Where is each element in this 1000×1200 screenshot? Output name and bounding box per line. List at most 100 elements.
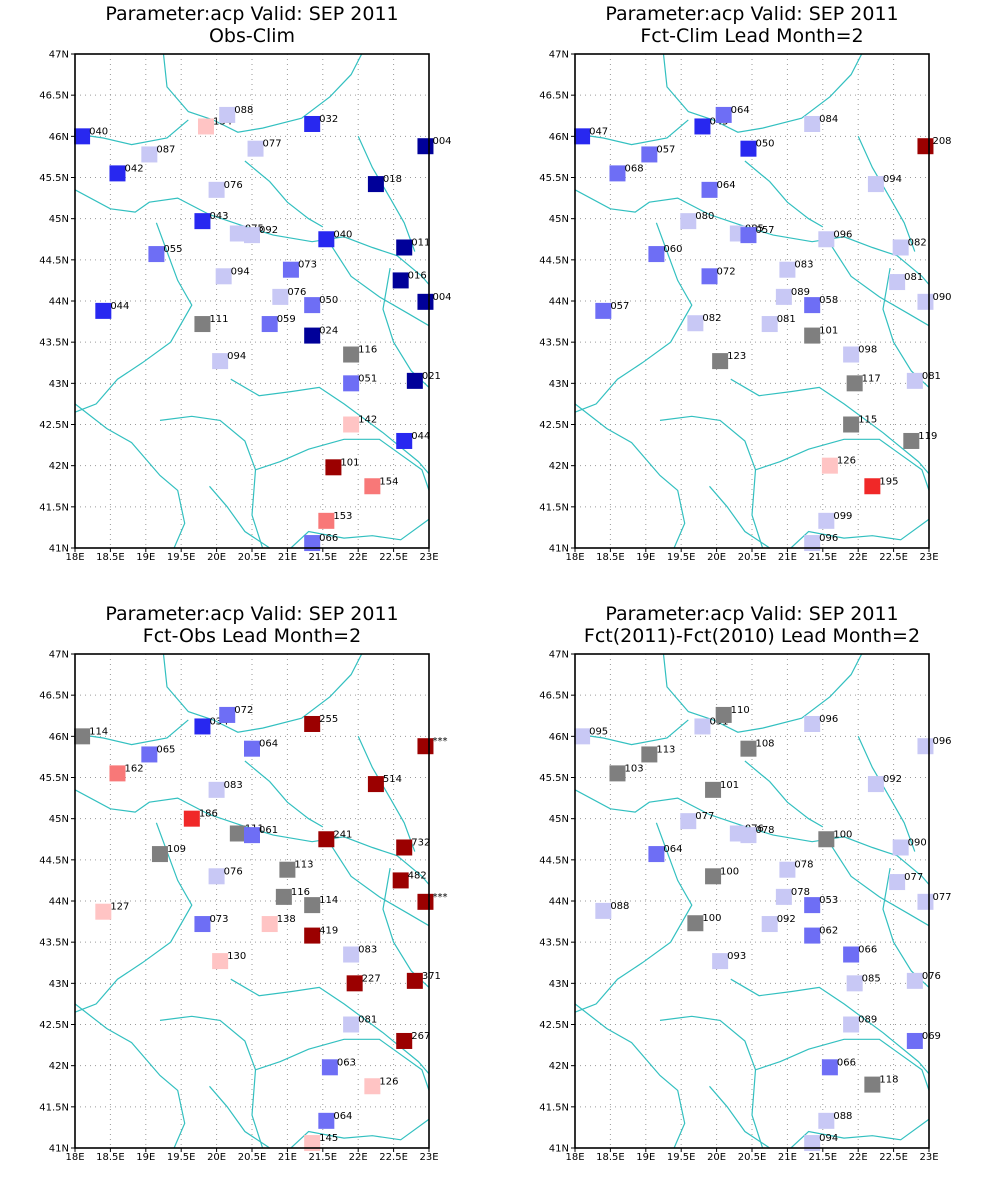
coastline [575,403,686,548]
station-value: 018 [383,174,402,185]
station-marker [109,165,126,182]
lat-tick-label: 44.5N [39,255,69,266]
station-value: 241 [333,829,352,840]
lon-tick-label: 19.5E [167,552,196,563]
lon-tick-label: 19.5E [167,1152,196,1163]
station-marker [396,239,413,256]
lat-tick-label: 45N [49,214,69,225]
station-value: 100 [702,913,721,924]
station-marker [889,274,906,291]
station-marker [804,715,821,732]
lon-tick-label: 21E [778,552,797,563]
station-value: 138 [277,914,296,925]
station-value: 069 [922,1031,941,1042]
station-marker [701,268,718,285]
station-value: 482 [408,870,427,881]
coastline [75,403,186,548]
station-marker [346,975,363,992]
lon-tick-label: 20.5E [738,552,767,563]
station-value: 085 [862,973,881,984]
station-value: 083 [794,260,813,271]
station-marker [889,874,906,891]
station-marker [364,478,381,495]
coastline [575,222,693,413]
lon-tick-label: 21E [278,1152,297,1163]
coastline [575,822,693,1013]
station-marker [95,903,112,920]
lat-tick-label: 45N [549,814,569,825]
lon-tick-label: 23E [919,552,938,563]
coastline [662,654,863,733]
coastline [730,378,929,475]
lon-tick-label: 19E [636,1152,655,1163]
coastline [209,485,271,548]
coastline [159,1015,264,1148]
station-marker [74,128,91,145]
station-marker [804,927,821,944]
coastline [730,978,929,1075]
lat-tick-label: 45.5N [539,773,569,784]
station-marker [818,831,835,848]
coastline [755,1038,929,1091]
station-value: 227 [362,973,381,984]
station-value: 096 [819,714,838,725]
lon-tick-label: 22.5E [379,1152,408,1163]
station-marker [343,416,360,433]
station-marker [74,728,91,745]
station-value: 126 [379,1076,398,1087]
station-value: 072 [717,266,736,277]
coastline [75,1003,186,1148]
lat-tick-label: 41.5N [539,1102,569,1113]
coastline [329,243,429,327]
station-marker [208,868,225,885]
station-marker [595,302,612,319]
station-marker [304,1135,321,1152]
station-value: 076 [224,866,243,877]
station-value: 044 [411,431,430,442]
station-value: 043 [209,211,228,222]
station-marker [761,316,778,333]
coastline [244,760,324,828]
lon-tick-label: 20E [707,552,726,563]
lat-tick-label: 41N [549,1144,569,1155]
station-value: 024 [319,326,338,337]
station-marker [417,293,434,310]
station-marker [261,916,278,933]
station-value: 078 [794,860,813,871]
lon-tick-label: 23E [419,1152,438,1163]
lat-tick-label: 44N [49,897,69,908]
station-marker [197,118,214,135]
lon-tick-label: 21.5E [809,552,838,563]
station-value: 114 [319,895,338,906]
coastline [162,654,363,733]
station-marker [641,146,658,163]
coastline [709,485,771,548]
lon-tick-label: 20.5E [238,552,267,563]
station-marker [906,972,923,989]
station-marker [261,316,278,333]
lon-tick-label: 18E [65,552,84,563]
station-value: 116 [291,887,310,898]
station-marker [183,810,200,827]
station-marker [244,227,260,244]
station-value: 064 [259,739,278,750]
station-marker [705,781,722,798]
lon-tick-label: 19.5E [667,552,696,563]
station-marker [194,718,211,735]
lat-tick-label: 46.5N [39,691,69,702]
coastline [659,1015,764,1148]
coastline [329,843,429,927]
station-marker [846,975,863,992]
station-marker [417,893,434,910]
station-marker [641,746,658,763]
station-marker [609,165,626,182]
lon-tick-label: 22E [349,1152,368,1163]
station-marker [906,1032,923,1049]
station-value: 154 [379,476,398,487]
station-value: 064 [731,105,750,116]
station-value: 047 [589,126,608,137]
station-marker [687,915,704,932]
station-marker [906,372,923,389]
station-marker [208,781,225,798]
station-value: 371 [422,971,441,982]
